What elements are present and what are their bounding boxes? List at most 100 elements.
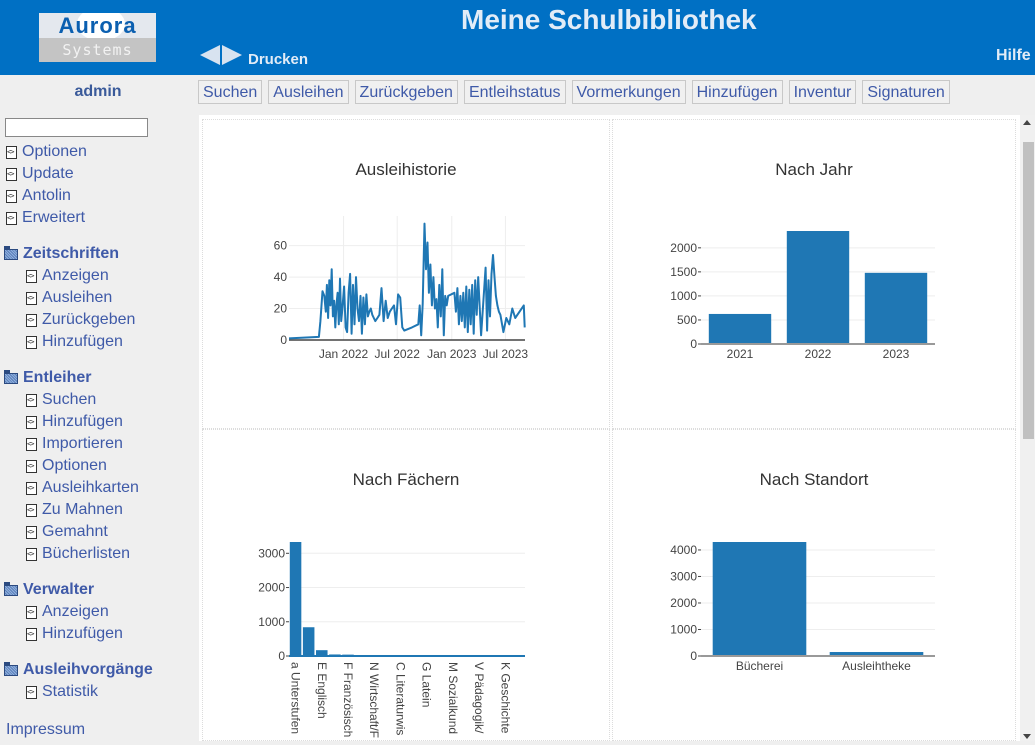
document-icon [26, 525, 37, 539]
toolbar-button-ausleihen[interactable]: Ausleihen [268, 80, 349, 104]
menu-label: Zeitschriften [23, 245, 120, 262]
y-tick-label: 60 [274, 239, 288, 253]
document-icon [26, 393, 37, 407]
sidebar-item-entleiher-zu-mahnen[interactable]: Zu Mahnen [0, 499, 200, 521]
sidebar-item-ausleihvorgänge-statistik[interactable]: Statistik [0, 681, 200, 703]
line-series [288, 222, 526, 340]
document-icon [6, 211, 17, 225]
bar [864, 272, 928, 344]
x-tick-label: Jan 2022 [319, 347, 369, 361]
sidebar-item-zeitschriften-anzeigen[interactable]: Anzeigen [0, 265, 200, 287]
page-title: Meine Schulbibliothek [461, 4, 757, 35]
arrow-left-icon[interactable] [200, 45, 220, 65]
sidebar-item-optionen[interactable]: Optionen [0, 141, 200, 163]
help-link[interactable]: Hilfe [996, 47, 1031, 64]
sidebar-item-zeitschriften-zurückgeben[interactable]: Zurückgeben [0, 309, 200, 331]
x-tick-label: E Englisch [315, 662, 329, 719]
x-tick-label: C Literaturwis [393, 662, 407, 735]
scroll-up-icon[interactable] [1023, 120, 1031, 125]
sidebar-item-entleiher-hinzufügen[interactable]: Hinzufügen [0, 411, 200, 433]
print-link[interactable]: Drucken [248, 51, 309, 68]
sidebar-group-verwalter[interactable]: Verwalter [0, 579, 200, 601]
toolbar-button-zurückgeben[interactable]: Zurückgeben [354, 80, 458, 104]
y-tick-label: 2000 [670, 241, 697, 255]
sidebar-group-entleiher[interactable]: Entleiher [0, 367, 200, 389]
menu-label: Update [22, 165, 74, 182]
chart-panel-history: Ausleihistorie Jan 2022 Jul 2022 Jan 2023 J… [202, 119, 610, 429]
document-icon [26, 291, 37, 305]
menu-label: Importieren [42, 435, 123, 452]
x-tick-label: 2023 [883, 347, 910, 361]
username: admin [74, 83, 122, 100]
x-tick-label: Jan 2023 [427, 347, 477, 361]
bar [712, 542, 807, 656]
menu-label: Antolin [22, 187, 71, 204]
sidebar-item-entleiher-gemahnt[interactable]: Gemahnt [0, 521, 200, 543]
scroll-down-icon[interactable] [1023, 734, 1031, 739]
toolbar-button-vormerkungen[interactable]: Vormerkungen [571, 80, 686, 104]
document-icon [26, 313, 37, 327]
toolbar-button-entleihstatus[interactable]: Entleihstatus [463, 80, 566, 104]
sidebar: admin Optionen Update Antolin Erweitert Zeit… [0, 75, 200, 741]
document-icon [6, 145, 17, 159]
vertical-scrollbar[interactable] [1020, 115, 1035, 741]
sidebar-item-verwalter-anzeigen[interactable]: Anzeigen [0, 601, 200, 623]
toolbar-button-hinzufügen[interactable]: Hinzufügen [691, 80, 783, 104]
menu-label: Hinzufügen [42, 625, 123, 642]
bar [316, 650, 328, 656]
y-tick-label: 0 [690, 337, 697, 351]
y-tick-label: 3000 [258, 546, 285, 560]
document-icon [26, 335, 37, 349]
sidebar-item-entleiher-optionen[interactable]: Optionen [0, 455, 200, 477]
sidebar-item-entleiher-suchen[interactable]: Suchen [0, 389, 200, 411]
menu-label: Zu Mahnen [42, 501, 123, 518]
sidebar-item-antolin[interactable]: Antolin [0, 185, 200, 207]
scroll-thumb[interactable] [1023, 142, 1034, 439]
sidebar-item-erweitert[interactable]: Erweitert [0, 207, 200, 229]
chart-panel-location: Nach Standort 0 1000 2000 3000 4000 Bücherei A… [612, 429, 1016, 741]
document-icon [26, 605, 37, 619]
x-tick-label: Bücherei [736, 659, 783, 673]
logo-text-top: Aurora [58, 13, 137, 38]
sidebar-item-zeitschriften-ausleihen[interactable]: Ausleihen [0, 287, 200, 309]
x-tick-label: Jul 2023 [483, 347, 529, 361]
x-tick-label: G Latein [420, 662, 434, 707]
sidebar-search-input[interactable] [5, 118, 148, 137]
x-tick-label: Ausleihtheke [842, 659, 911, 673]
x-tick-label: M Sozialkund [446, 662, 460, 734]
header-bar: Aurora Systems Meine Schulbibliothek Dru… [0, 0, 1035, 75]
document-icon [26, 269, 37, 283]
aurora-logo[interactable]: Aurora Systems [39, 13, 156, 62]
menu-label: Verwalter [23, 581, 95, 598]
toolbar-button-suchen[interactable]: Suchen [198, 80, 263, 104]
toolbar-button-inventur[interactable]: Inventur [788, 80, 857, 104]
y-tick-label: 2000 [670, 596, 697, 610]
sidebar-group-ausleihvorgänge[interactable]: Ausleihvorgänge [0, 659, 200, 681]
y-tick-label: 1000 [258, 615, 285, 629]
sidebar-item-entleiher-importieren[interactable]: Importieren [0, 433, 200, 455]
chart-panel-year: Nach Jahr 0 500 1000 1500 2000 2021 2022 2023 [612, 119, 1016, 429]
document-icon [26, 459, 37, 473]
bar [829, 652, 924, 656]
y-tick-label: 4000 [670, 543, 697, 557]
toolbar-button-signaturen[interactable]: Signaturen [862, 80, 950, 104]
chart-title: Ausleihistorie [355, 160, 457, 179]
sidebar-item-update[interactable]: Update [0, 163, 200, 185]
sidebar-group-zeitschriften[interactable]: Zeitschriften [0, 243, 200, 265]
main-toolbar: Suchen Ausleihen Zurückgeben Entleihstatus V… [198, 80, 950, 104]
menu-label: Ausleihkarten [42, 479, 139, 496]
arrow-right-icon[interactable] [222, 45, 242, 65]
impressum-link[interactable]: Impressum [6, 721, 86, 738]
sidebar-item-entleiher-ausleihkarten[interactable]: Ausleihkarten [0, 477, 200, 499]
sidebar-item-entleiher-bücherlisten[interactable]: Bücherlisten [0, 543, 200, 565]
menu-label: Ausleihvorgänge [23, 661, 153, 678]
sidebar-item-zeitschriften-hinzufügen[interactable]: Hinzufügen [0, 331, 200, 353]
menu-label: Optionen [42, 457, 107, 474]
document-icon [26, 627, 37, 641]
menu-label: Entleiher [23, 369, 92, 386]
sidebar-item-verwalter-hinzufügen[interactable]: Hinzufügen [0, 623, 200, 645]
bar [786, 231, 850, 344]
menu-label: Optionen [22, 143, 87, 160]
folder-icon [4, 245, 18, 260]
menu-label: Statistik [42, 683, 99, 700]
